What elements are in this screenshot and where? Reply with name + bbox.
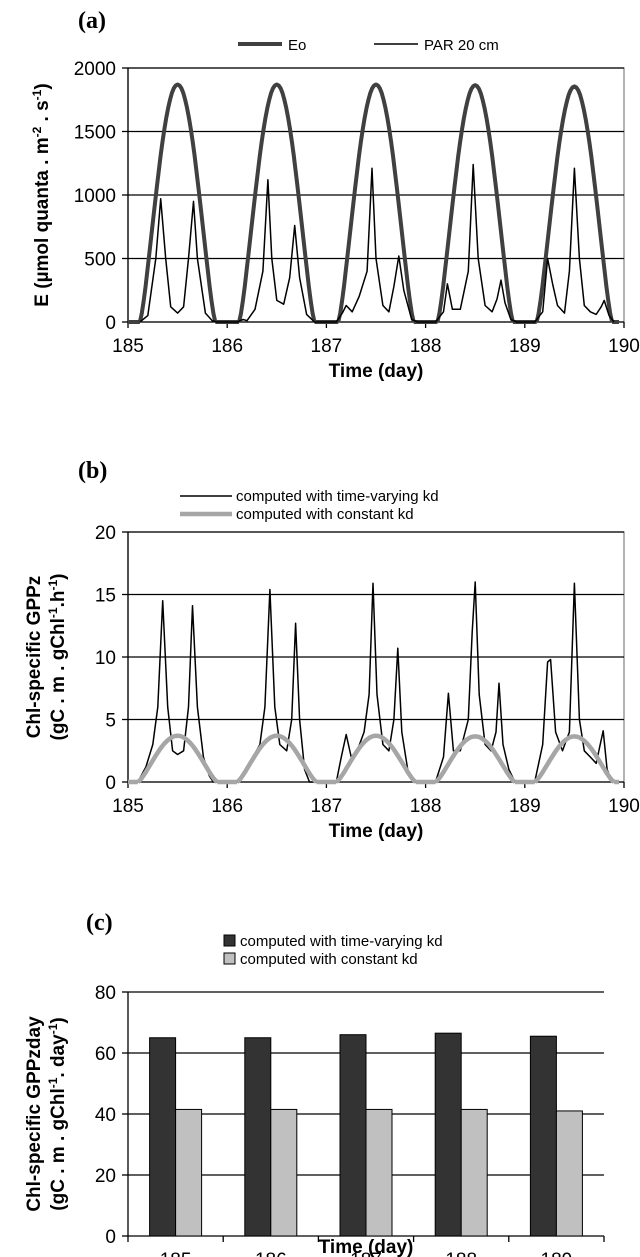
x-tick-label: 187 — [350, 1250, 382, 1257]
y-axis-title-superscript: -1 — [46, 607, 60, 618]
series-line-0 — [137, 581, 613, 783]
x-tick-label: 185 — [112, 796, 144, 817]
legend-label-constant: computed with constant kd — [240, 951, 418, 968]
bar-0 — [244, 1037, 272, 1237]
y-axis-title-line1: Chl-specific GPPzday — [24, 1016, 45, 1212]
y-axis-title-text: . s — [32, 100, 53, 126]
x-tick-label: 188 — [410, 336, 442, 357]
y-tick-label: 1000 — [74, 186, 116, 207]
y-axis-title-text: Chl-specific GPPz — [24, 576, 45, 739]
y-axis-title-superscript: -1 — [46, 1077, 60, 1088]
bar-0 — [149, 1037, 177, 1237]
x-axis-title: Time (day) — [329, 361, 424, 382]
x-tick-label: 189 — [541, 1250, 573, 1257]
legend-label-time-varying: computed with time-varying kd — [236, 488, 439, 505]
series-line-1 — [128, 733, 620, 785]
y-tick-label: 20 — [95, 1166, 116, 1187]
y-axis-title-superscript: -1 — [46, 1023, 60, 1034]
y-axis-title-superscript: -1 — [46, 580, 60, 591]
x-tick-label: 186 — [255, 1250, 287, 1257]
x-tick-label: 190 — [608, 796, 640, 817]
y-tick-label: 0 — [105, 313, 116, 334]
bar-0 — [434, 1032, 462, 1237]
y-tick-label: 0 — [105, 773, 116, 794]
x-tick-label: 187 — [311, 796, 343, 817]
bar-0 — [339, 1034, 367, 1237]
y-axis-title-superscript: -2 — [30, 126, 44, 137]
y-axis-title-line1: Chl-specific GPPz — [24, 576, 45, 739]
x-axis-title: Time (day) — [329, 821, 424, 842]
y-tick-label: 15 — [95, 586, 116, 607]
legend-label-constant: computed with constant kd — [236, 506, 414, 523]
y-axis-title-line: (gC . m . gChl-1. day-1) — [46, 1017, 69, 1210]
y-tick-label: 2000 — [74, 59, 116, 80]
x-tick-label: 187 — [311, 336, 343, 357]
y-tick-label: 60 — [95, 1044, 116, 1065]
y-tick-label: 500 — [84, 250, 116, 271]
legend-label-eo: Eo — [288, 37, 306, 54]
y-axis-title-text: E (µmol quanta . m — [32, 137, 53, 306]
y-tick-label: 10 — [95, 648, 116, 669]
x-tick-label: 185 — [160, 1250, 192, 1257]
bar-0 — [529, 1035, 557, 1237]
series-line-1 — [139, 163, 615, 323]
y-axis-title-text: (gC . m . gChl — [48, 1088, 69, 1210]
y-axis-title-text: (gC . m . gChl — [48, 618, 69, 740]
y-axis-title: E (µmol quanta . m-2 . s-1) — [30, 83, 53, 306]
legend-swatch-constant — [223, 952, 236, 965]
x-tick-label: 190 — [608, 336, 640, 357]
panel-label: (b) — [78, 458, 107, 484]
legend-swatch-time-varying — [223, 934, 236, 947]
legend-label-par: PAR 20 cm — [424, 37, 499, 54]
y-axis-title-text: ) — [48, 574, 69, 580]
y-tick-label: 80 — [95, 983, 116, 1004]
x-tick-label: 186 — [211, 796, 243, 817]
x-tick-label: 188 — [410, 796, 442, 817]
y-axis-title-text: . day — [48, 1034, 69, 1078]
bar-1 — [365, 1108, 393, 1237]
y-tick-label: 40 — [95, 1105, 116, 1126]
x-tick-label: 189 — [509, 796, 541, 817]
legend-label-time-varying: computed with time-varying kd — [240, 933, 443, 950]
y-axis-title-superscript: -1 — [30, 89, 44, 100]
y-tick-label: 20 — [95, 523, 116, 544]
x-tick-label: 188 — [445, 1250, 477, 1257]
y-axis-title-text: Chl-specific GPPzday — [24, 1016, 45, 1212]
y-tick-label: 5 — [105, 711, 116, 732]
y-tick-label: 1500 — [74, 123, 116, 144]
x-tick-label: 186 — [211, 336, 243, 357]
panel-label: (a) — [78, 8, 106, 34]
x-axis-title: Time (day) — [319, 1237, 414, 1257]
y-axis-title-text: .h — [48, 591, 69, 608]
y-axis-title-text: ) — [48, 1017, 69, 1023]
y-tick-label: 0 — [105, 1227, 116, 1248]
bar-1 — [175, 1108, 203, 1237]
y-axis-title: Chl-specific GPPzday (gC . m . gChl-1. da… — [24, 1016, 69, 1212]
bar-1 — [270, 1108, 298, 1237]
x-tick-label: 189 — [509, 336, 541, 357]
y-axis-title-line: (gC . m . gChl-1.h-1) — [46, 574, 69, 741]
panel-label: (c) — [86, 910, 113, 936]
bar-1 — [555, 1110, 583, 1237]
y-axis-title-text: ) — [32, 83, 53, 89]
y-axis-title: Chl-specific GPPz (gC . m . gChl-1.h-1) — [24, 574, 69, 741]
bar-1 — [460, 1108, 488, 1237]
y-axis-title-line: E (µmol quanta . m-2 . s-1) — [30, 83, 53, 306]
x-tick-label: 185 — [112, 336, 144, 357]
